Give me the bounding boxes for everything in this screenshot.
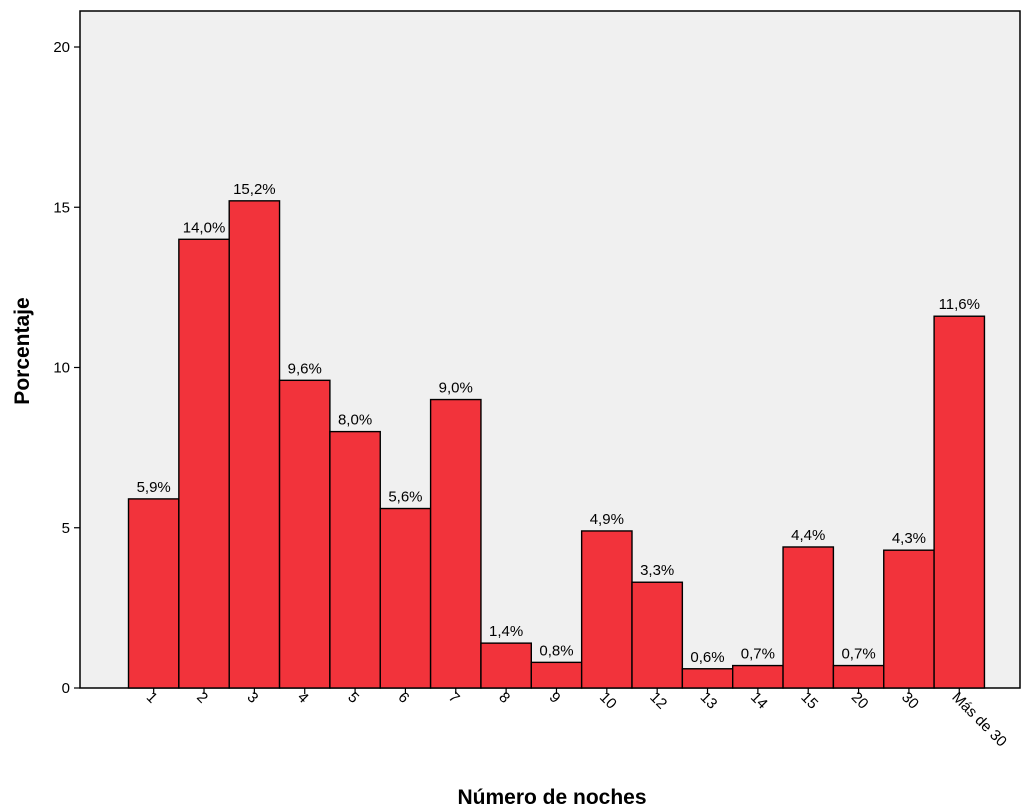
bar	[682, 669, 732, 688]
data-label: 8,0%	[338, 412, 372, 429]
x-tick-label: 5	[344, 689, 362, 707]
bar	[330, 432, 380, 688]
x-tick-label: 3	[244, 689, 262, 707]
x-tick-label: 8	[495, 689, 513, 707]
y-tick-label: 10	[53, 360, 70, 377]
data-label: 5,6%	[388, 489, 422, 506]
x-tick-label: 20	[848, 689, 872, 713]
bar	[280, 380, 330, 688]
data-label: 15,2%	[233, 181, 276, 198]
y-tick-label: 20	[53, 39, 70, 56]
data-label: 9,6%	[288, 360, 322, 377]
x-tick-label: 2	[193, 689, 211, 707]
x-tick-label: Más de 30	[948, 689, 1010, 751]
bar	[179, 239, 229, 688]
data-label: 1,4%	[489, 623, 523, 640]
x-tick-label: 9	[546, 689, 564, 707]
bar	[229, 201, 279, 688]
x-tick-label: 10	[596, 689, 620, 713]
x-tick-label: 15	[797, 689, 821, 713]
bar	[129, 499, 179, 688]
x-tick-label: 4	[294, 689, 312, 707]
y-tick-label: 0	[62, 680, 70, 697]
y-axis: 0 5 10 15 20	[53, 39, 80, 697]
y-tick-label: 15	[53, 199, 70, 216]
bar	[481, 643, 531, 688]
x-tick-label: 13	[697, 689, 721, 713]
bar	[934, 316, 984, 688]
bar	[431, 400, 481, 688]
data-label: 5,9%	[137, 479, 171, 496]
bar	[632, 582, 682, 688]
data-label: 0,7%	[841, 646, 875, 663]
bar	[833, 666, 883, 688]
y-axis-title: Porcentaje	[11, 297, 34, 404]
data-label: 3,3%	[640, 562, 674, 579]
data-label: 0,7%	[741, 646, 775, 663]
bar	[380, 509, 430, 688]
x-axis: 1 2 3 4 5 6 7 8 9 10 12 13 14 15 20 30 Más de 30	[143, 688, 1010, 750]
x-tick-label: 6	[395, 689, 413, 707]
bar	[884, 550, 934, 688]
x-tick-label: 12	[646, 689, 670, 713]
bar	[582, 531, 632, 688]
x-tick-label: 1	[143, 689, 161, 707]
data-label: 0,6%	[690, 649, 724, 666]
bar	[783, 547, 833, 688]
data-label: 9,0%	[439, 380, 473, 397]
data-label: 11,6%	[939, 296, 980, 313]
bar	[733, 666, 783, 688]
x-axis-title: Número de noches	[457, 786, 646, 809]
y-tick-label: 5	[62, 520, 70, 537]
data-label: 0,8%	[539, 642, 573, 659]
data-label: 14,0%	[183, 219, 226, 236]
bar	[531, 662, 581, 688]
data-label: 4,9%	[590, 511, 624, 528]
x-tick-label: 14	[747, 689, 771, 713]
data-label: 4,3%	[892, 530, 926, 547]
data-label: 4,4%	[791, 527, 825, 544]
x-tick-label: 30	[898, 689, 922, 713]
x-tick-label: 7	[445, 689, 463, 707]
